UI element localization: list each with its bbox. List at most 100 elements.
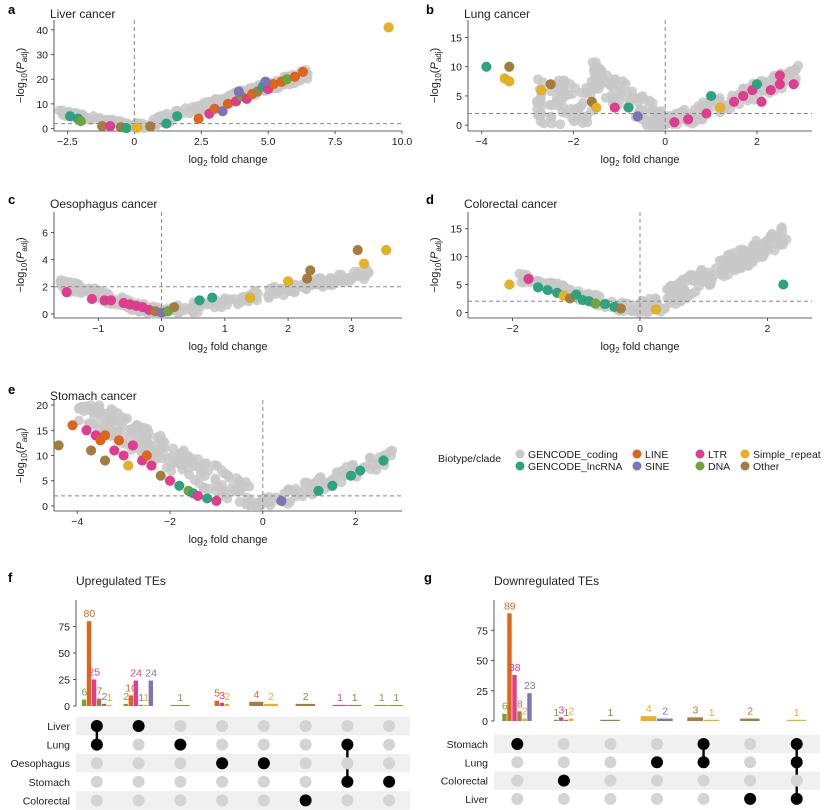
- bar-simple-repeat: [703, 719, 720, 721]
- bar-ltr: [91, 679, 97, 706]
- bar-other: [249, 701, 264, 706]
- matrix-dot-empty: [511, 792, 524, 805]
- bar-line: [507, 613, 512, 721]
- y-axis-label: −log10(Padj): [429, 48, 443, 103]
- y-axis-label: −log10(Padj): [15, 48, 29, 103]
- matrix-dot-empty: [790, 774, 803, 787]
- gencode-coding-point: [559, 76, 570, 87]
- x-tick-label: 2: [285, 323, 291, 335]
- point-ltr: [192, 490, 204, 502]
- bar-value-label: 1: [379, 692, 385, 704]
- bar-line: [128, 695, 134, 706]
- set-label: Stomach: [29, 777, 71, 789]
- x-tick-label: 1: [222, 323, 228, 335]
- y-axis-label: −log10(Padj): [429, 237, 443, 292]
- gencode-coding-point: [341, 461, 352, 472]
- legend: Biotype/clade GENCODE_coding LINE LTR Simple…: [438, 449, 821, 473]
- y-tick-label: 30: [36, 50, 48, 62]
- point-sine: [632, 111, 643, 122]
- x-tick-label: 0: [131, 136, 137, 148]
- point-ltr: [701, 108, 712, 119]
- matrix-dot-empty: [557, 756, 570, 769]
- bar-simple-repeat: [786, 719, 807, 721]
- point-sine: [233, 86, 244, 97]
- panel-letter: a: [8, 2, 16, 17]
- gencode-coding-point: [769, 245, 780, 256]
- gencode-coding-point: [189, 474, 200, 485]
- gencode-coding-point: [363, 267, 374, 278]
- gencode-coding-point: [252, 288, 263, 299]
- matrix-dot-filled: [557, 774, 570, 787]
- gencode-coding-point: [284, 285, 295, 296]
- matrix-dot-empty: [511, 774, 524, 787]
- gencode-coding-point: [665, 281, 676, 292]
- point-gencode-lncrna: [161, 118, 172, 129]
- point-dna: [590, 298, 601, 309]
- set-label: Colorectal: [441, 776, 488, 788]
- bar-other: [740, 718, 760, 721]
- set-label: Oesophagus: [10, 758, 70, 770]
- gencode-coding-point: [569, 116, 580, 127]
- point-simple-repeat: [244, 292, 256, 303]
- point-simple-repeat: [131, 122, 143, 134]
- point-ltr: [682, 114, 694, 125]
- bar-value-label: 2: [303, 691, 309, 703]
- point-simple-repeat: [504, 279, 515, 290]
- gencode-coding-point: [93, 406, 104, 417]
- x-axis-label: log2 fold change: [188, 341, 267, 355]
- gencode-coding-point: [751, 246, 762, 257]
- bar-other: [138, 704, 144, 706]
- point-gencode-lncrna: [705, 90, 717, 102]
- bar-value-label: 4: [254, 689, 260, 701]
- x-tick-label: 0: [662, 136, 668, 148]
- matrix-dot-empty: [604, 792, 617, 805]
- y-tick-label: 0: [456, 307, 462, 319]
- bar-simple-repeat: [640, 716, 657, 721]
- point-other: [53, 440, 64, 451]
- panel-letter: c: [8, 192, 15, 207]
- x-tick-label: −4: [476, 136, 488, 148]
- gencode-coding-point: [593, 83, 604, 94]
- bar-dna: [170, 704, 190, 706]
- panel-title: Oesophagus cancer: [50, 197, 157, 211]
- matrix-dot-empty: [174, 720, 187, 732]
- point-simple-repeat: [591, 102, 602, 113]
- point-other: [615, 303, 627, 314]
- gencode-coding-point: [599, 76, 610, 87]
- gencode-coding-point: [346, 274, 357, 285]
- panel-title: Upregulated TEs: [76, 574, 166, 588]
- bar-value-label: 10: [125, 682, 137, 694]
- gencode-coding-point: [555, 119, 566, 130]
- y-tick-label: 0: [42, 309, 48, 321]
- gencode-coding-point: [533, 74, 544, 85]
- matrix-dot-filled: [744, 792, 757, 805]
- matrix-dot-filled: [174, 738, 187, 751]
- bar-dna: [502, 713, 507, 721]
- point-gencode-lncrna: [532, 282, 544, 293]
- gencode-coding-point: [659, 303, 670, 314]
- y-tick-label: 50: [58, 648, 70, 660]
- gencode-coding-point: [289, 487, 300, 498]
- point-gencode-lncrna: [481, 61, 492, 72]
- matrix-dot-empty: [257, 720, 270, 732]
- point-ltr: [774, 70, 786, 81]
- y-tick-label: 10: [36, 99, 48, 111]
- matrix-row-band: [76, 753, 410, 773]
- gencode-coding-point: [301, 477, 312, 488]
- point-line: [193, 113, 204, 124]
- matrix-dot-empty: [604, 756, 617, 769]
- point-ltr: [211, 495, 222, 507]
- bar-other: [600, 719, 620, 721]
- point-other: [545, 79, 556, 90]
- matrix-dot-empty: [257, 794, 270, 807]
- matrix-dot-empty: [132, 757, 145, 770]
- set-label: Liver: [47, 721, 70, 733]
- x-axis-label: log2 fold change: [188, 154, 267, 168]
- bar-other: [96, 698, 102, 706]
- point-line: [141, 450, 153, 461]
- bar-sine: [657, 718, 673, 721]
- gencode-coding-point: [790, 64, 801, 75]
- legend-title: Biotype/clade: [438, 453, 501, 465]
- matrix-dot-empty: [216, 794, 229, 807]
